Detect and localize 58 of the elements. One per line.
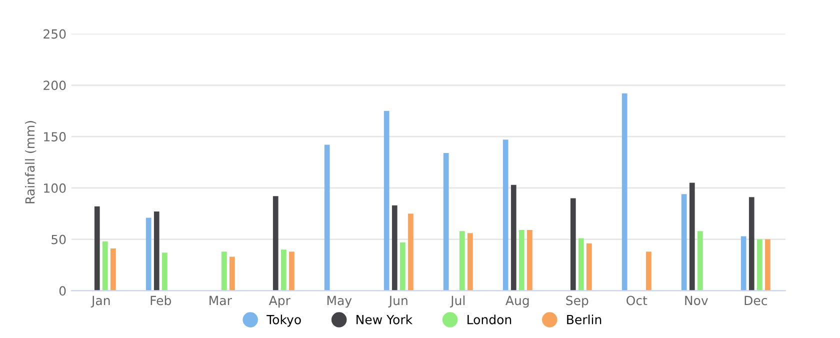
x-tick-label: Apr: [268, 296, 290, 308]
bar: [154, 212, 160, 291]
x-tick-label: Jul: [450, 296, 465, 308]
bar: [748, 197, 754, 291]
bar: [272, 196, 278, 291]
bar: [578, 238, 584, 291]
y-tick-label: 250: [44, 29, 66, 39]
x-tick-label: Oct: [626, 296, 648, 306]
bar: [756, 239, 762, 291]
bar: [468, 233, 473, 291]
y-tick-label: 200: [44, 80, 66, 90]
x-tick-label: Sep: [566, 296, 588, 308]
y-tick-label: 150: [44, 132, 66, 142]
bar: [518, 230, 524, 291]
x-tick-label: Jun: [388, 296, 408, 308]
bar: [510, 184, 516, 291]
x-tick-label: Feb: [150, 296, 172, 306]
bar: [697, 231, 703, 291]
bar: [110, 248, 116, 291]
y-axis-title: Rainfall (mm): [25, 121, 36, 204]
bar: [392, 205, 398, 291]
bar: [221, 252, 227, 291]
bar: [527, 230, 532, 291]
bar: [400, 242, 406, 291]
legend-label: Berlin: [567, 314, 602, 324]
bar: [289, 252, 294, 291]
bar: [689, 182, 695, 291]
bar: [622, 93, 628, 291]
legend-label: New York: [356, 314, 413, 324]
bar: [324, 144, 330, 291]
bar: [280, 250, 286, 291]
legend-label: London: [468, 314, 512, 324]
y-tick-label: 50: [52, 234, 66, 244]
x-tick-label: Nov: [685, 296, 708, 306]
bar: [765, 239, 770, 291]
bar: [384, 110, 390, 291]
bar: [646, 252, 652, 291]
x-tick-label: Aug: [506, 296, 529, 308]
y-tick-label: 100: [44, 183, 66, 193]
bar: [459, 231, 465, 291]
x-tick-label: May: [327, 296, 352, 308]
bar: [443, 152, 449, 291]
bar: [230, 256, 235, 291]
x-tick-label: Mar: [210, 296, 232, 306]
bar: [162, 252, 168, 291]
bar: [681, 194, 687, 291]
bar: [586, 243, 592, 291]
bar: [570, 198, 576, 291]
bar: [740, 236, 746, 291]
y-tick-label: 0: [59, 286, 66, 296]
bar: [408, 214, 414, 291]
x-tick-label: Dec: [744, 296, 767, 306]
bar: [502, 140, 508, 291]
bar: [102, 241, 108, 291]
legend-label: Tokyo: [266, 314, 301, 327]
x-tick-label: Jan: [90, 296, 110, 308]
bar: [94, 206, 100, 291]
bar: [146, 218, 152, 291]
